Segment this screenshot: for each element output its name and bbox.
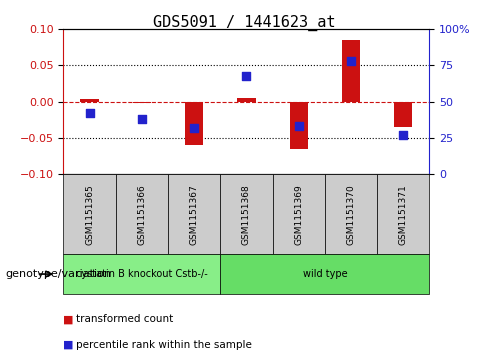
Bar [237, 98, 256, 102]
Text: cystatin B knockout Cstb-/-: cystatin B knockout Cstb-/- [76, 269, 208, 279]
Point [243, 73, 250, 78]
Text: ■: ■ [63, 340, 74, 350]
Text: ■: ■ [63, 314, 74, 325]
Text: genotype/variation: genotype/variation [5, 269, 111, 279]
Text: GDS5091 / 1441623_at: GDS5091 / 1441623_at [153, 15, 335, 31]
Point [86, 110, 94, 116]
Point [347, 58, 355, 64]
Bar [81, 99, 99, 102]
Point [190, 125, 198, 131]
Bar [342, 40, 360, 102]
Text: percentile rank within the sample: percentile rank within the sample [76, 340, 251, 350]
Text: GSM1151369: GSM1151369 [294, 184, 303, 245]
Text: wild type: wild type [303, 269, 347, 279]
Text: transformed count: transformed count [76, 314, 173, 325]
Text: GSM1151365: GSM1151365 [85, 184, 94, 245]
Text: GSM1151368: GSM1151368 [242, 184, 251, 245]
Bar [133, 102, 151, 103]
Point [138, 116, 146, 122]
Point [295, 123, 303, 129]
Bar [394, 102, 412, 127]
Text: GSM1151367: GSM1151367 [190, 184, 199, 245]
Bar [185, 102, 203, 145]
Bar [289, 102, 308, 149]
Text: GSM1151371: GSM1151371 [399, 184, 408, 245]
Text: GSM1151366: GSM1151366 [137, 184, 146, 245]
Text: GSM1151370: GSM1151370 [346, 184, 356, 245]
Point [399, 132, 407, 138]
